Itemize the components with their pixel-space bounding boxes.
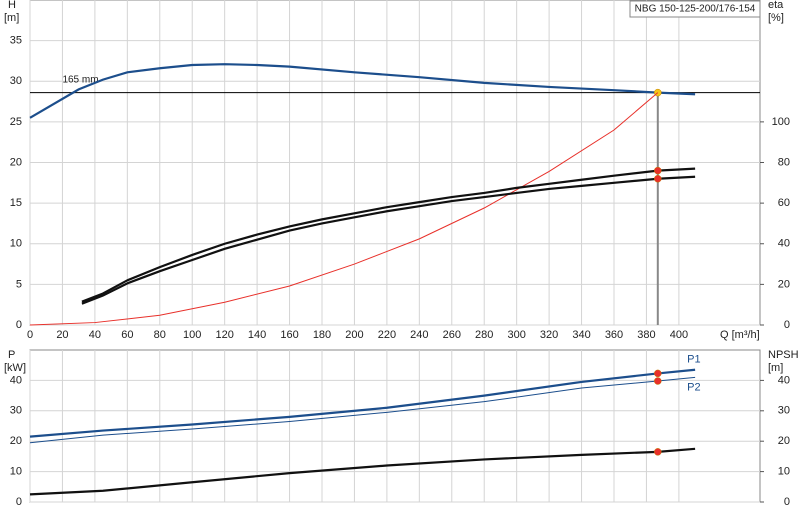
y2-tick-label: 80 bbox=[778, 156, 790, 168]
y-tick-label: 0 bbox=[16, 496, 22, 508]
y-tick-label: 30 bbox=[10, 75, 22, 87]
series-line bbox=[81, 175, 696, 305]
y2-axis-label: NPSH bbox=[768, 349, 799, 361]
x-tick-label: 60 bbox=[121, 329, 133, 341]
series-line bbox=[81, 167, 696, 303]
x-tick-label: 140 bbox=[248, 329, 266, 341]
y-tick-label: 35 bbox=[10, 35, 22, 47]
y2-tick-label: 30 bbox=[778, 405, 790, 417]
y-axis-label: P bbox=[8, 349, 15, 361]
x-tick-label: 80 bbox=[154, 329, 166, 341]
x-tick-label: 300 bbox=[507, 329, 525, 341]
y2-axis-label: eta bbox=[768, 0, 784, 11]
y-axis-unit: [kW] bbox=[4, 362, 26, 374]
y2-tick-label: 20 bbox=[778, 435, 790, 447]
x-tick-label: 100 bbox=[183, 329, 201, 341]
y2-tick-label: 0 bbox=[784, 496, 790, 508]
y-tick-label: 5 bbox=[16, 278, 22, 290]
y2-tick-label: 40 bbox=[778, 238, 790, 250]
x-axis-label: Q [m³/h] bbox=[720, 329, 760, 341]
y2-axis-unit: [%] bbox=[768, 12, 784, 24]
y-tick-label: 10 bbox=[10, 466, 22, 478]
y-tick-label: 20 bbox=[10, 435, 22, 447]
duty-point bbox=[654, 448, 662, 456]
plot-area bbox=[29, 349, 761, 503]
x-tick-label: 120 bbox=[215, 329, 233, 341]
duty-point bbox=[654, 377, 662, 385]
series-label: P2 bbox=[687, 381, 700, 393]
y-tick-label: 0 bbox=[16, 319, 22, 331]
duty-point bbox=[654, 175, 662, 183]
y2-tick-label: 60 bbox=[778, 197, 790, 209]
title-box bbox=[629, 0, 761, 18]
x-tick-label: 260 bbox=[443, 329, 461, 341]
x-tick-label: 380 bbox=[637, 329, 655, 341]
series-line bbox=[29, 63, 696, 119]
y2-tick-label: 100 bbox=[772, 116, 790, 128]
series-line bbox=[29, 92, 659, 326]
x-tick-label: 40 bbox=[89, 329, 101, 341]
y-tick-label: 40 bbox=[10, 374, 22, 386]
x-tick-label: 180 bbox=[313, 329, 331, 341]
y-tick-label: 15 bbox=[10, 197, 22, 209]
y2-tick-label: 20 bbox=[778, 278, 790, 290]
x-tick-label: 220 bbox=[378, 329, 396, 341]
x-tick-label: 200 bbox=[345, 329, 363, 341]
x-tick-label: 280 bbox=[475, 329, 493, 341]
x-tick-label: 160 bbox=[280, 329, 298, 341]
y-tick-label: 25 bbox=[10, 116, 22, 128]
x-tick-label: 0 bbox=[27, 329, 33, 341]
y2-tick-label: 10 bbox=[778, 466, 790, 478]
duty-point bbox=[654, 369, 662, 378]
chart-title: NBG 150-125-200/176-154 bbox=[635, 4, 756, 15]
y-axis-unit: [m] bbox=[4, 12, 19, 24]
y-axis-label: H bbox=[8, 0, 16, 11]
series-line bbox=[29, 368, 696, 438]
x-tick-label: 400 bbox=[670, 329, 688, 341]
y2-tick-label: 0 bbox=[784, 319, 790, 331]
x-tick-label: 20 bbox=[56, 329, 68, 341]
y-tick-label: 10 bbox=[10, 238, 22, 250]
x-tick-label: 320 bbox=[540, 329, 558, 341]
series-line bbox=[29, 376, 696, 444]
x-tick-label: 360 bbox=[605, 329, 623, 341]
y2-axis-unit: [m] bbox=[768, 362, 783, 374]
y-tick-label: 20 bbox=[10, 156, 22, 168]
reference-label: 165 mm bbox=[62, 74, 98, 85]
series-line bbox=[29, 447, 696, 496]
series-label: P1 bbox=[687, 354, 700, 366]
x-tick-label: 240 bbox=[410, 329, 428, 341]
y-tick-label: 30 bbox=[10, 405, 22, 417]
duty-point bbox=[654, 166, 662, 175]
y2-tick-label: 40 bbox=[778, 374, 790, 386]
x-tick-label: 340 bbox=[572, 329, 590, 341]
